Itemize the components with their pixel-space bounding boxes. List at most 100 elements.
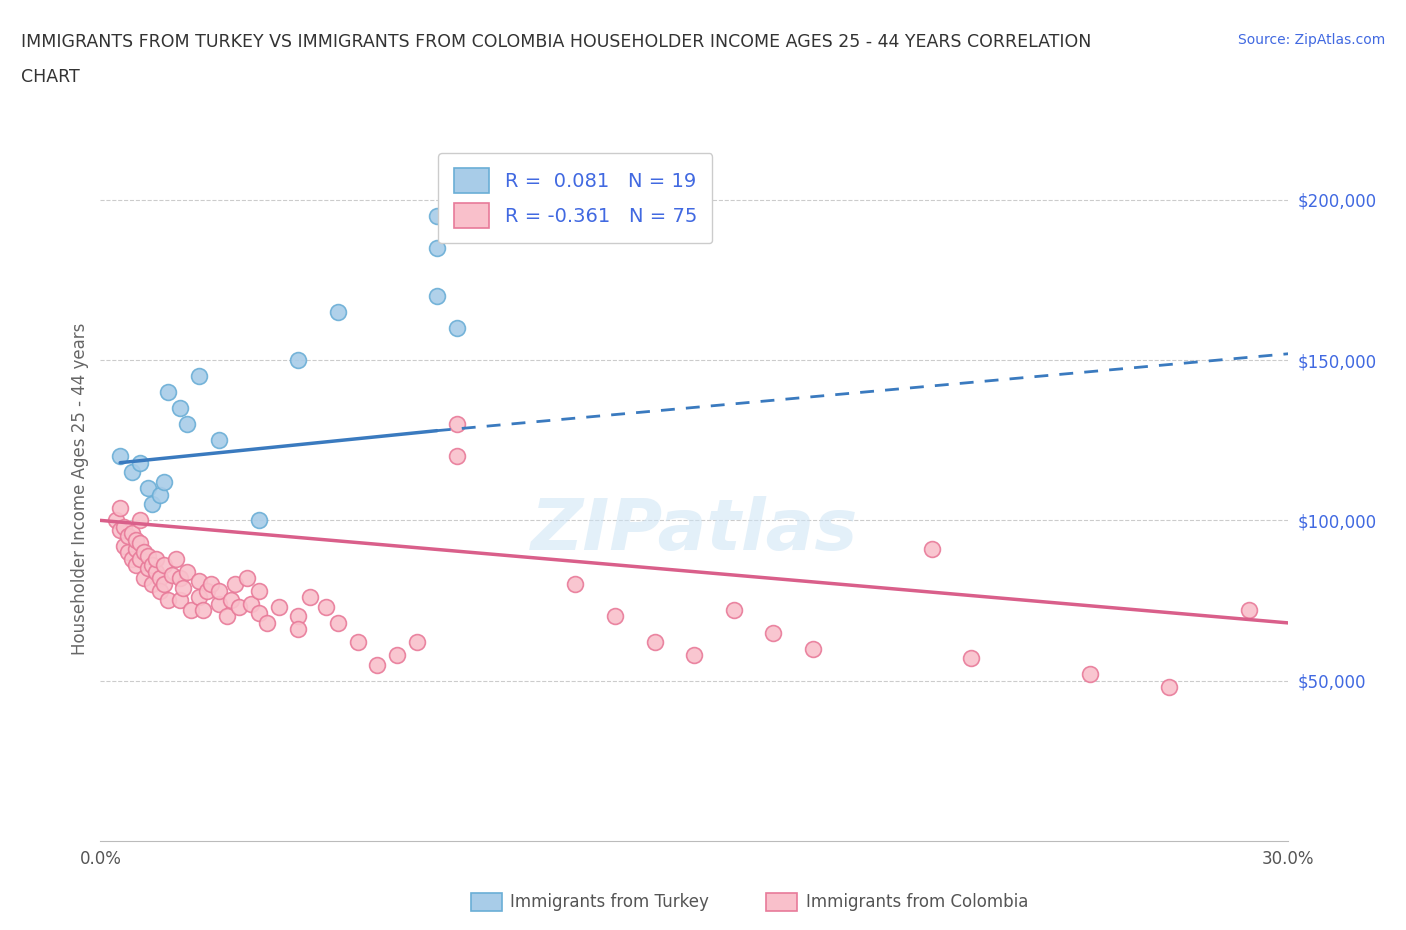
Point <box>121 465 143 480</box>
Point <box>960 651 983 666</box>
Point <box>426 288 449 303</box>
Point <box>121 525 143 540</box>
Point <box>200 577 222 591</box>
Point <box>141 558 163 573</box>
Point <box>169 593 191 608</box>
Point <box>236 571 259 586</box>
Point <box>366 658 388 672</box>
Point <box>446 321 468 336</box>
Point <box>132 545 155 560</box>
Point <box>125 532 148 547</box>
Legend: R =  0.081   N = 19, R = -0.361   N = 75: R = 0.081 N = 19, R = -0.361 N = 75 <box>439 153 713 244</box>
Point <box>129 551 152 566</box>
Point <box>406 634 429 649</box>
Point <box>426 208 449 223</box>
Point <box>208 583 231 598</box>
Point <box>287 352 309 367</box>
Point <box>326 616 349 631</box>
Point <box>387 647 409 662</box>
Point <box>149 487 172 502</box>
Point <box>136 481 159 496</box>
Text: Source: ZipAtlas.com: Source: ZipAtlas.com <box>1237 33 1385 46</box>
Point <box>149 571 172 586</box>
Point <box>112 519 135 534</box>
Point <box>169 401 191 416</box>
Point <box>121 551 143 566</box>
Point <box>683 647 706 662</box>
Point <box>326 305 349 320</box>
Point <box>117 529 139 544</box>
Point <box>1078 667 1101 682</box>
Point <box>1159 680 1181 695</box>
Point <box>762 625 785 640</box>
Point <box>132 571 155 586</box>
Point <box>108 449 131 464</box>
Point <box>129 513 152 528</box>
Point <box>169 571 191 586</box>
Point <box>173 580 195 595</box>
Point <box>287 609 309 624</box>
Point <box>256 616 278 631</box>
Point <box>125 558 148 573</box>
Text: CHART: CHART <box>21 68 80 86</box>
Point <box>152 474 174 489</box>
Text: IMMIGRANTS FROM TURKEY VS IMMIGRANTS FROM COLOMBIA HOUSEHOLDER INCOME AGES 25 - : IMMIGRANTS FROM TURKEY VS IMMIGRANTS FRO… <box>21 33 1091 50</box>
Point <box>1237 603 1260 618</box>
Point <box>239 596 262 611</box>
Point <box>165 551 187 566</box>
Point <box>152 558 174 573</box>
Point <box>208 432 231 447</box>
Point <box>125 542 148 557</box>
Text: Immigrants from Colombia: Immigrants from Colombia <box>806 893 1028 911</box>
Point <box>117 545 139 560</box>
Point <box>156 385 179 400</box>
Point <box>176 417 198 432</box>
Point <box>149 583 172 598</box>
Point <box>247 513 270 528</box>
Point <box>247 583 270 598</box>
Point <box>145 551 167 566</box>
Point <box>129 456 152 471</box>
Point <box>247 605 270 620</box>
Point <box>426 241 449 256</box>
Point <box>446 449 468 464</box>
Point <box>446 417 468 432</box>
Point <box>208 596 231 611</box>
Point <box>195 583 218 598</box>
Y-axis label: Householder Income Ages 25 - 44 years: Householder Income Ages 25 - 44 years <box>72 322 89 655</box>
Point <box>105 513 128 528</box>
Point <box>141 497 163 512</box>
Point <box>644 634 666 649</box>
Point <box>228 600 250 615</box>
Point <box>921 542 943 557</box>
Point <box>219 593 242 608</box>
Point <box>801 641 824 656</box>
Point <box>346 634 368 649</box>
Point <box>315 600 337 615</box>
Point <box>564 577 586 591</box>
Point <box>129 536 152 551</box>
Text: ZIPatlas: ZIPatlas <box>530 496 858 565</box>
Point <box>723 603 745 618</box>
Point <box>141 577 163 591</box>
Point <box>224 577 246 591</box>
Point <box>267 600 290 615</box>
Point <box>112 538 135 553</box>
Point <box>193 603 215 618</box>
Point <box>152 577 174 591</box>
Point <box>299 590 322 604</box>
Point <box>160 567 183 582</box>
Point <box>108 523 131 538</box>
Point <box>108 500 131 515</box>
Point <box>287 622 309 637</box>
Point <box>188 369 211 384</box>
Point <box>156 593 179 608</box>
Point <box>188 590 211 604</box>
Point <box>603 609 626 624</box>
Point <box>188 574 211 589</box>
Point <box>136 561 159 576</box>
Point <box>176 565 198 579</box>
Text: Immigrants from Turkey: Immigrants from Turkey <box>510 893 709 911</box>
Point <box>180 603 202 618</box>
Point <box>145 565 167 579</box>
